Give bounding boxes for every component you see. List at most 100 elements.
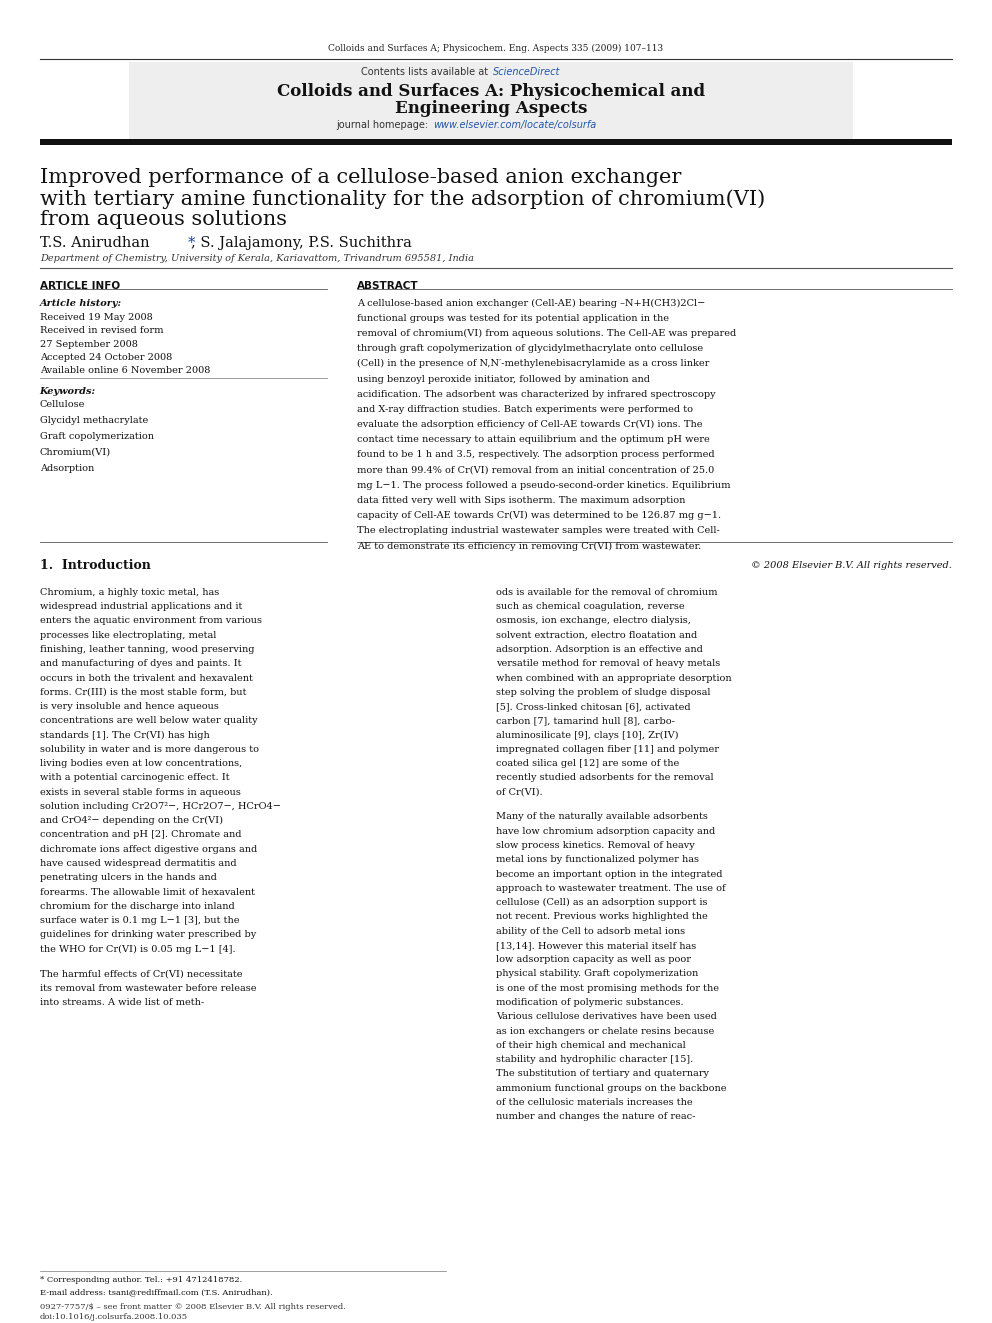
Text: removal of chromium(VI) from aqueous solutions. The Cell-AE was prepared: removal of chromium(VI) from aqueous sol… bbox=[357, 329, 736, 339]
Text: such as chemical coagulation, reverse: such as chemical coagulation, reverse bbox=[496, 602, 684, 611]
Text: standards [1]. The Cr(VI) has high: standards [1]. The Cr(VI) has high bbox=[40, 730, 209, 740]
Text: [5]. Cross-linked chitosan [6], activated: [5]. Cross-linked chitosan [6], activate… bbox=[496, 703, 690, 710]
Text: its removal from wastewater before release: its removal from wastewater before relea… bbox=[40, 984, 256, 992]
Text: and CrO4²− depending on the Cr(VI): and CrO4²− depending on the Cr(VI) bbox=[40, 816, 222, 826]
Text: Graft copolymerization: Graft copolymerization bbox=[40, 433, 154, 441]
Text: slow process kinetics. Removal of heavy: slow process kinetics. Removal of heavy bbox=[496, 841, 694, 849]
Text: Accepted 24 October 2008: Accepted 24 October 2008 bbox=[40, 353, 172, 361]
Text: metal ions by functionalized polymer has: metal ions by functionalized polymer has bbox=[496, 855, 699, 864]
Text: , S. Jalajamony, P.S. Suchithra: , S. Jalajamony, P.S. Suchithra bbox=[191, 237, 413, 250]
Text: occurs in both the trivalent and hexavalent: occurs in both the trivalent and hexaval… bbox=[40, 673, 253, 683]
Text: Many of the naturally available adsorbents: Many of the naturally available adsorben… bbox=[496, 812, 708, 822]
Text: stability and hydrophilic character [15].: stability and hydrophilic character [15]… bbox=[496, 1054, 693, 1064]
Text: Available online 6 November 2008: Available online 6 November 2008 bbox=[40, 366, 210, 374]
Text: found to be 1 h and 3.5, respectively. The adsorption process performed: found to be 1 h and 3.5, respectively. T… bbox=[357, 451, 715, 459]
Text: processes like electroplating, metal: processes like electroplating, metal bbox=[40, 631, 216, 640]
Text: forearms. The allowable limit of hexavalent: forearms. The allowable limit of hexaval… bbox=[40, 888, 255, 897]
Text: finishing, leather tanning, wood preserving: finishing, leather tanning, wood preserv… bbox=[40, 646, 254, 654]
Text: using benzoyl peroxide initiator, followed by amination and: using benzoyl peroxide initiator, follow… bbox=[357, 374, 650, 384]
Text: have low chromium adsorption capacity and: have low chromium adsorption capacity an… bbox=[496, 827, 715, 836]
Text: dichromate ions affect digestive organs and: dichromate ions affect digestive organs … bbox=[40, 844, 257, 853]
Text: become an important option in the integrated: become an important option in the integr… bbox=[496, 869, 722, 878]
Text: Received in revised form: Received in revised form bbox=[40, 327, 163, 335]
Text: more than 99.4% of Cr(VI) removal from an initial concentration of 25.0: more than 99.4% of Cr(VI) removal from a… bbox=[357, 466, 714, 475]
Text: Department of Chemistry, University of Kerala, Kariavattom, Trivandrum 695581, I: Department of Chemistry, University of K… bbox=[40, 254, 474, 263]
Text: ods is available for the removal of chromium: ods is available for the removal of chro… bbox=[496, 587, 717, 597]
Text: A cellulose-based anion exchanger (Cell-AE) bearing –N+H(CH3)2Cl−: A cellulose-based anion exchanger (Cell-… bbox=[357, 299, 705, 308]
Text: number and changes the nature of reac-: number and changes the nature of reac- bbox=[496, 1113, 695, 1121]
FancyBboxPatch shape bbox=[40, 139, 952, 146]
Text: aluminosilicate [9], clays [10], Zr(IV): aluminosilicate [9], clays [10], Zr(IV) bbox=[496, 730, 679, 740]
Text: Chromium, a highly toxic metal, has: Chromium, a highly toxic metal, has bbox=[40, 587, 219, 597]
Text: doi:10.1016/j.colsurfa.2008.10.035: doi:10.1016/j.colsurfa.2008.10.035 bbox=[40, 1314, 187, 1322]
Text: ability of the Cell to adsorb metal ions: ability of the Cell to adsorb metal ions bbox=[496, 926, 685, 935]
Text: is very insoluble and hence aqueous: is very insoluble and hence aqueous bbox=[40, 703, 218, 710]
Text: versatile method for removal of heavy metals: versatile method for removal of heavy me… bbox=[496, 659, 720, 668]
Text: Received 19 May 2008: Received 19 May 2008 bbox=[40, 314, 153, 321]
Text: Glycidyl methacrylate: Glycidyl methacrylate bbox=[40, 417, 148, 425]
Text: physical stability. Graft copolymerization: physical stability. Graft copolymerizati… bbox=[496, 970, 698, 979]
Text: capacity of Cell-AE towards Cr(VI) was determined to be 126.87 mg g−1.: capacity of Cell-AE towards Cr(VI) was d… bbox=[357, 511, 721, 520]
Text: www.elsevier.com/locate/colsurfa: www.elsevier.com/locate/colsurfa bbox=[434, 120, 597, 130]
Text: © 2008 Elsevier B.V. All rights reserved.: © 2008 Elsevier B.V. All rights reserved… bbox=[752, 561, 952, 570]
Text: as ion exchangers or chelate resins because: as ion exchangers or chelate resins beca… bbox=[496, 1027, 714, 1036]
Text: guidelines for drinking water prescribed by: guidelines for drinking water prescribed… bbox=[40, 930, 256, 939]
Text: not recent. Previous works highlighted the: not recent. Previous works highlighted t… bbox=[496, 913, 707, 921]
Text: surface water is 0.1 mg L−1 [3], but the: surface water is 0.1 mg L−1 [3], but the bbox=[40, 916, 239, 925]
Text: with a potential carcinogenic effect. It: with a potential carcinogenic effect. It bbox=[40, 774, 229, 782]
Text: concentrations are well below water quality: concentrations are well below water qual… bbox=[40, 716, 257, 725]
Text: ABSTRACT: ABSTRACT bbox=[357, 282, 419, 291]
FancyBboxPatch shape bbox=[129, 62, 853, 139]
Text: of Cr(VI).: of Cr(VI). bbox=[496, 787, 543, 796]
Text: chromium for the discharge into inland: chromium for the discharge into inland bbox=[40, 902, 234, 910]
Text: low adsorption capacity as well as poor: low adsorption capacity as well as poor bbox=[496, 955, 691, 964]
Text: evaluate the adsorption efficiency of Cell-AE towards Cr(VI) ions. The: evaluate the adsorption efficiency of Ce… bbox=[357, 421, 702, 429]
Text: Keywords:: Keywords: bbox=[40, 388, 96, 396]
Text: [13,14]. However this material itself has: [13,14]. However this material itself ha… bbox=[496, 941, 696, 950]
Text: solvent extraction, electro floatation and: solvent extraction, electro floatation a… bbox=[496, 631, 697, 640]
Text: AE to demonstrate its efficiency in removing Cr(VI) from wastewater.: AE to demonstrate its efficiency in remo… bbox=[357, 541, 701, 550]
Text: 27 September 2008: 27 September 2008 bbox=[40, 340, 138, 348]
Text: carbon [7], tamarind hull [8], carbo-: carbon [7], tamarind hull [8], carbo- bbox=[496, 716, 675, 725]
Text: Colloids and Surfaces A: Physicochemical and: Colloids and Surfaces A: Physicochemical… bbox=[277, 83, 705, 101]
Text: ammonium functional groups on the backbone: ammonium functional groups on the backbo… bbox=[496, 1084, 726, 1093]
Text: Various cellulose derivatives have been used: Various cellulose derivatives have been … bbox=[496, 1012, 717, 1021]
Text: data fitted very well with Sips isotherm. The maximum adsorption: data fitted very well with Sips isotherm… bbox=[357, 496, 685, 505]
Text: and X-ray diffraction studies. Batch experiments were performed to: and X-ray diffraction studies. Batch exp… bbox=[357, 405, 693, 414]
Text: *: * bbox=[187, 237, 194, 250]
Text: 1.  Introduction: 1. Introduction bbox=[40, 558, 151, 572]
Text: ScienceDirect: ScienceDirect bbox=[493, 67, 560, 77]
Text: Chromium(VI): Chromium(VI) bbox=[40, 448, 111, 456]
Text: mg L−1. The process followed a pseudo-second-order kinetics. Equilibrium: mg L−1. The process followed a pseudo-se… bbox=[357, 480, 731, 490]
Text: into streams. A wide list of meth-: into streams. A wide list of meth- bbox=[40, 998, 203, 1007]
Text: of their high chemical and mechanical: of their high chemical and mechanical bbox=[496, 1041, 685, 1049]
Text: and manufacturing of dyes and paints. It: and manufacturing of dyes and paints. It bbox=[40, 659, 241, 668]
Text: concentration and pH [2]. Chromate and: concentration and pH [2]. Chromate and bbox=[40, 831, 241, 840]
Text: cellulose (Cell) as an adsorption support is: cellulose (Cell) as an adsorption suppor… bbox=[496, 898, 707, 908]
Text: have caused widespread dermatitis and: have caused widespread dermatitis and bbox=[40, 859, 236, 868]
Text: widespread industrial applications and it: widespread industrial applications and i… bbox=[40, 602, 242, 611]
Text: is one of the most promising methods for the: is one of the most promising methods for… bbox=[496, 984, 719, 992]
Text: with tertiary amine functionality for the adsorption of chromium(VI): with tertiary amine functionality for th… bbox=[40, 189, 765, 209]
Text: acidification. The adsorbent was characterized by infrared spectroscopy: acidification. The adsorbent was charact… bbox=[357, 390, 716, 398]
Text: * Corresponding author. Tel.: +91 4712418782.: * Corresponding author. Tel.: +91 471241… bbox=[40, 1277, 242, 1285]
Text: functional groups was tested for its potential application in the: functional groups was tested for its pot… bbox=[357, 314, 670, 323]
Text: solubility in water and is more dangerous to: solubility in water and is more dangerou… bbox=[40, 745, 259, 754]
Text: The substitution of tertiary and quaternary: The substitution of tertiary and quatern… bbox=[496, 1069, 709, 1078]
Text: osmosis, ion exchange, electro dialysis,: osmosis, ion exchange, electro dialysis, bbox=[496, 617, 690, 626]
Text: adsorption. Adsorption is an effective and: adsorption. Adsorption is an effective a… bbox=[496, 646, 703, 654]
Text: coated silica gel [12] are some of the: coated silica gel [12] are some of the bbox=[496, 759, 680, 769]
Text: approach to wastewater treatment. The use of: approach to wastewater treatment. The us… bbox=[496, 884, 725, 893]
Text: modification of polymeric substances.: modification of polymeric substances. bbox=[496, 998, 683, 1007]
Text: Article history:: Article history: bbox=[40, 299, 122, 307]
Text: Contents lists available at: Contents lists available at bbox=[361, 67, 491, 77]
Text: penetrating ulcers in the hands and: penetrating ulcers in the hands and bbox=[40, 873, 216, 882]
Text: enters the aquatic environment from various: enters the aquatic environment from vari… bbox=[40, 617, 262, 626]
Text: (Cell) in the presence of N,N′-methylenebisacrylamide as a cross linker: (Cell) in the presence of N,N′-methylene… bbox=[357, 360, 709, 369]
Text: E-mail address: tsani@rediffmail.com (T.S. Anirudhan).: E-mail address: tsani@rediffmail.com (T.… bbox=[40, 1289, 273, 1297]
Text: recently studied adsorbents for the removal: recently studied adsorbents for the remo… bbox=[496, 774, 713, 782]
Text: The harmful effects of Cr(VI) necessitate: The harmful effects of Cr(VI) necessitat… bbox=[40, 970, 242, 979]
Text: T.S. Anirudhan: T.S. Anirudhan bbox=[40, 237, 150, 250]
Text: Engineering Aspects: Engineering Aspects bbox=[395, 101, 587, 118]
Text: exists in several stable forms in aqueous: exists in several stable forms in aqueou… bbox=[40, 787, 240, 796]
